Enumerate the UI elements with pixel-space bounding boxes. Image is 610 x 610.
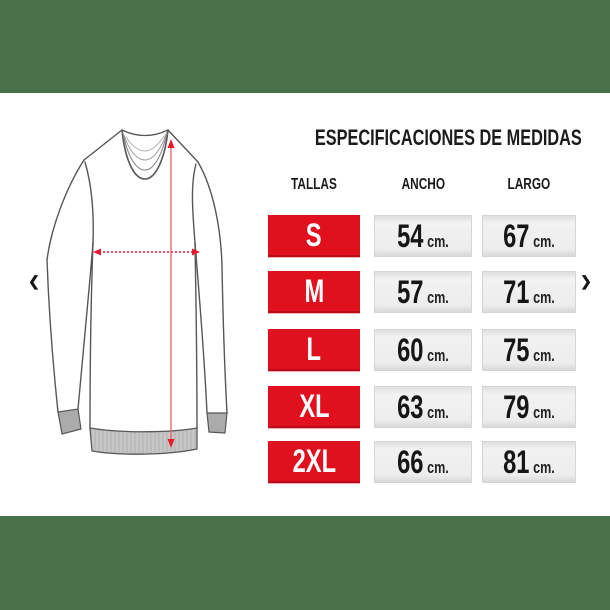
largo-value: 81 cm. [482,441,576,483]
chart-title: ESPECIFICACIONES DE MEDIDAS [314,125,582,150]
size-badge: M [268,271,360,313]
table-row-m: M 57 cm. 71 cm. [268,271,576,313]
top-green-band [0,0,610,93]
carousel-next-button[interactable]: ❯ [576,270,596,292]
carousel-prev-button[interactable]: ❮ [24,270,44,292]
bottom-green-band [0,516,610,610]
ancho-value: 60 cm. [374,329,472,371]
size-badge: XL [268,386,360,428]
table-row-l: L 60 cm. 75 cm. [268,329,576,371]
width-arrow-icon [93,248,200,256]
sweater-outline [46,129,228,429]
column-header-largo: LARGO [507,176,551,193]
column-header-ancho: ANCHO [401,176,445,193]
hem-and-cuffs [57,408,228,455]
size-badge: 2XL [268,441,360,483]
size-badge: L [268,329,360,371]
ancho-value: 54 cm. [374,215,472,257]
ancho-value: 63 cm. [374,386,472,428]
chevron-left-icon: ❮ [28,273,40,289]
largo-value: 79 cm. [482,386,576,428]
chevron-right-icon: ❯ [580,273,592,289]
largo-value: 75 cm. [482,329,576,371]
size-badge: S [268,215,360,257]
collar [121,129,169,180]
ancho-value: 66 cm. [374,441,472,483]
table-row-xl: XL 63 cm. 79 cm. [268,386,576,428]
length-arrow-icon [167,139,175,448]
table-row-s: S 54 cm. 67 cm. [268,215,576,257]
column-header-tallas: TALLAS [291,176,337,193]
largo-value: 67 cm. [482,215,576,257]
garment-diagram [46,129,228,455]
table-row-2xl: 2XL 66 cm. 81 cm. [268,441,576,483]
largo-value: 71 cm. [482,271,576,313]
ancho-value: 57 cm. [374,271,472,313]
measurements-table: TALLAS ANCHO LARGO S 54 cm. 67 cm. M 57 cm.… [268,176,576,486]
